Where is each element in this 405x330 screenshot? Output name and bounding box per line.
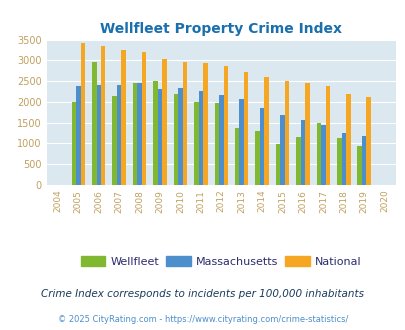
Bar: [141, 51, 146, 185]
Bar: [80, 43, 85, 185]
Bar: [255, 131, 259, 185]
Bar: [182, 62, 187, 185]
Bar: [279, 115, 284, 185]
Bar: [300, 120, 305, 185]
Bar: [239, 99, 243, 185]
Bar: [112, 96, 117, 185]
Bar: [202, 63, 207, 185]
Bar: [316, 123, 320, 185]
Bar: [361, 136, 366, 185]
Bar: [162, 59, 166, 185]
Bar: [345, 93, 350, 185]
Bar: [305, 83, 309, 185]
Bar: [218, 95, 223, 185]
Bar: [158, 89, 162, 185]
Bar: [325, 86, 329, 185]
Bar: [76, 86, 80, 185]
Bar: [71, 102, 76, 185]
Text: © 2025 CityRating.com - https://www.cityrating.com/crime-statistics/: © 2025 CityRating.com - https://www.city…: [58, 315, 347, 324]
Legend: Wellfleet, Massachusetts, National: Wellfleet, Massachusetts, National: [76, 251, 365, 271]
Bar: [117, 85, 121, 185]
Bar: [153, 81, 158, 185]
Bar: [214, 103, 218, 185]
Bar: [366, 97, 370, 185]
Bar: [320, 125, 325, 185]
Bar: [101, 46, 105, 185]
Bar: [234, 128, 239, 185]
Bar: [296, 137, 300, 185]
Bar: [178, 88, 182, 185]
Bar: [341, 133, 345, 185]
Bar: [92, 62, 96, 185]
Bar: [284, 81, 288, 185]
Bar: [96, 85, 101, 185]
Bar: [198, 91, 202, 185]
Title: Wellfleet Property Crime Index: Wellfleet Property Crime Index: [100, 22, 341, 36]
Bar: [356, 146, 361, 185]
Bar: [264, 77, 268, 185]
Bar: [336, 138, 341, 185]
Bar: [173, 93, 178, 185]
Bar: [275, 144, 279, 185]
Bar: [243, 72, 248, 185]
Bar: [121, 50, 126, 185]
Bar: [137, 83, 141, 185]
Bar: [223, 66, 228, 185]
Text: Crime Index corresponds to incidents per 100,000 inhabitants: Crime Index corresponds to incidents per…: [41, 289, 364, 299]
Bar: [259, 108, 264, 185]
Bar: [194, 102, 198, 185]
Bar: [132, 83, 137, 185]
